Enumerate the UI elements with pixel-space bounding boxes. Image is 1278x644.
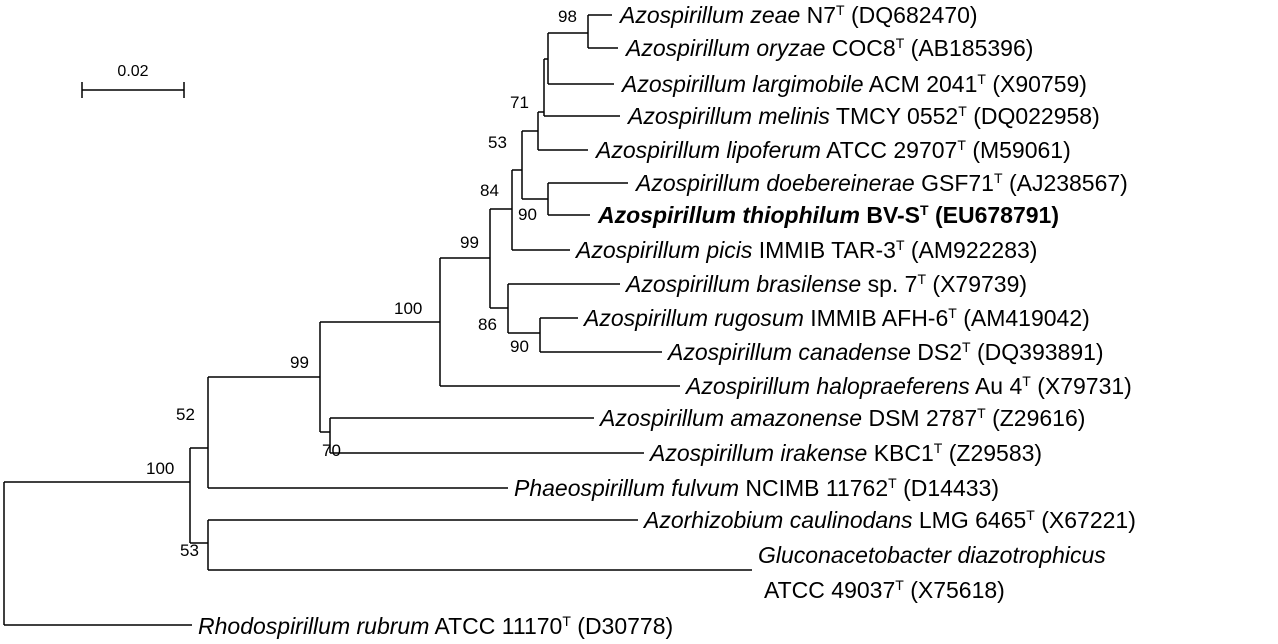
bootstrap-label: 71 (510, 93, 529, 112)
bootstrap-values: 98 71 53 84 90 99 100 86 90 99 52 70 100… (146, 7, 577, 560)
bootstrap-label: 99 (460, 233, 479, 252)
taxon-label: Azospirillum canadense DS2T (DQ393891) (666, 339, 1104, 365)
taxon-label: Azospirillum amazonense DSM 2787T (Z2961… (598, 405, 1085, 431)
bootstrap-label: 100 (394, 299, 422, 318)
taxon-label: Azospirillum lipoferum ATCC 29707T (M590… (594, 137, 1071, 163)
taxon-labels: Azospirillum zeae N7T (DQ682470) Azospir… (198, 2, 1136, 639)
taxon-label: Azorhizobium caulinodans LMG 6465T (X672… (642, 507, 1136, 533)
taxon-label: Azospirillum halopraeferens Au 4T (X7973… (684, 373, 1132, 399)
taxon-label: Gluconacetobacter diazotrophicus (758, 542, 1106, 568)
taxon-label-continued: ATCC 49037T (X75618) (764, 577, 1005, 603)
bootstrap-label: 52 (176, 405, 195, 424)
bootstrap-label: 90 (518, 205, 537, 224)
bootstrap-label: 86 (478, 315, 497, 334)
bootstrap-label: 84 (480, 181, 499, 200)
taxon-label: Azospirillum irakense KBC1T (Z29583) (648, 440, 1042, 466)
bootstrap-label: 99 (290, 353, 309, 372)
bootstrap-label: 98 (558, 7, 577, 26)
scale-bar-label: 0.02 (117, 63, 148, 80)
taxon-label: Azospirillum largimobile ACM 2041T (X907… (620, 71, 1087, 97)
taxon-label: Azospirillum melinis TMCY 0552T (DQ02295… (626, 103, 1100, 129)
taxon-label: Rhodospirillum rubrum ATCC 11170T (D3077… (198, 613, 673, 639)
bootstrap-label: 70 (322, 441, 341, 460)
tree-branches (3, 14, 752, 626)
taxon-label: Azospirillum zeae N7T (DQ682470) (618, 2, 978, 28)
bootstrap-label: 53 (180, 541, 199, 560)
taxon-label: Azospirillum brasilense sp. 7T (X79739) (624, 271, 1027, 297)
taxon-label: Phaeospirillum fulvum NCIMB 11762T (D144… (514, 475, 999, 501)
bootstrap-label: 53 (488, 133, 507, 152)
taxon-label: Azospirillum doebereinerae GSF71T (AJ238… (634, 170, 1128, 196)
bootstrap-label: 90 (510, 337, 529, 356)
taxon-label: Azospirillum oryzae COC8T (AB185396) (624, 35, 1033, 61)
scale-bar: 0.02 (81, 63, 185, 98)
taxon-label-highlighted: Azospirillum thiophilum BV-ST (EU678791) (597, 202, 1059, 228)
taxon-label: Azospirillum rugosum IMMIB AFH-6T (AM419… (582, 305, 1090, 331)
taxon-label: Azospirillum picis IMMIB TAR-3T (AM92228… (574, 237, 1037, 263)
bootstrap-label: 100 (146, 459, 174, 478)
